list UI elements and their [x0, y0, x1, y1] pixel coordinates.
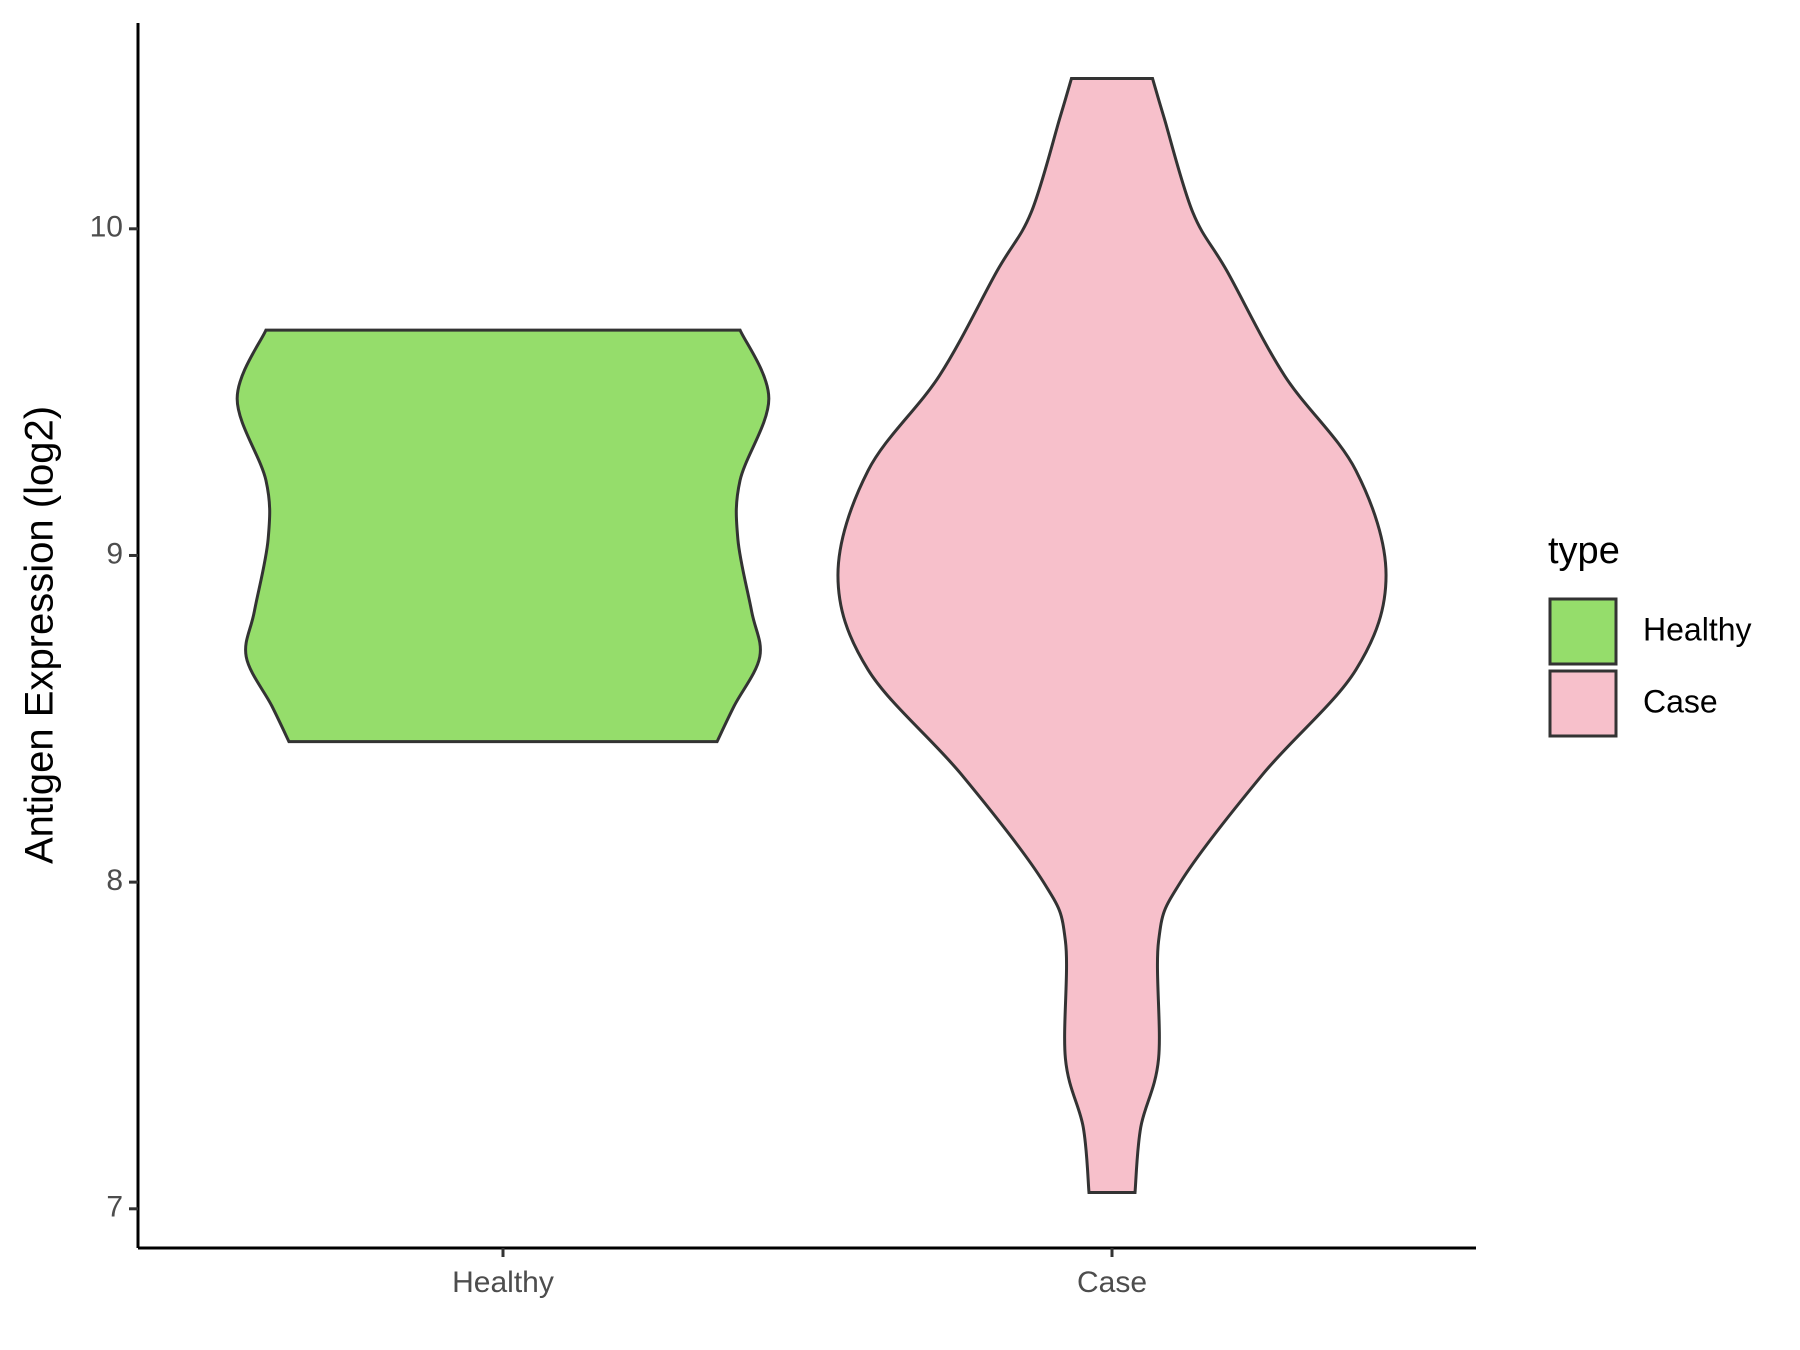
x-tick-label: Healthy: [452, 1266, 554, 1299]
y-tick-label: 8: [106, 864, 123, 897]
legend-key: [1548, 669, 1618, 738]
legend-title: type: [1548, 530, 1620, 572]
y-tick-label: 9: [106, 537, 123, 570]
legend-label: Healthy: [1643, 611, 1752, 647]
y-tick-label: 10: [90, 211, 123, 244]
violin: [836, 77, 1388, 1194]
y-tick-label: 7: [106, 1191, 123, 1224]
legend-label: Case: [1643, 683, 1718, 719]
legend-key: [1548, 597, 1618, 666]
y-axis-title: Antigen Expression (log2): [18, 406, 62, 864]
x-tick-label: Case: [1077, 1266, 1147, 1299]
violin: [235, 328, 771, 744]
